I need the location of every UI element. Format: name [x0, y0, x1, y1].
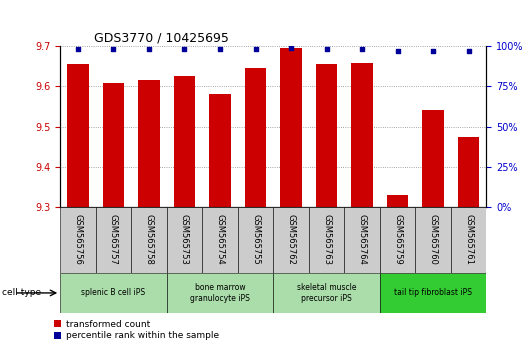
- Text: GSM565763: GSM565763: [322, 214, 331, 266]
- Bar: [67, 64, 88, 207]
- Text: GSM565755: GSM565755: [251, 215, 260, 265]
- Text: bone marrow
granulocyte iPS: bone marrow granulocyte iPS: [190, 283, 250, 303]
- Point: [464, 48, 473, 54]
- Bar: [238, 207, 273, 273]
- Text: GSM565762: GSM565762: [287, 215, 295, 265]
- Legend: transformed count, percentile rank within the sample: transformed count, percentile rank withi…: [54, 320, 219, 340]
- Bar: [103, 83, 124, 207]
- Text: GSM565753: GSM565753: [180, 215, 189, 265]
- Bar: [415, 207, 451, 273]
- Bar: [423, 110, 444, 207]
- Bar: [344, 207, 380, 273]
- Text: GSM565757: GSM565757: [109, 215, 118, 265]
- Text: splenic B cell iPS: splenic B cell iPS: [82, 289, 145, 297]
- Bar: [309, 207, 344, 273]
- Bar: [167, 273, 273, 313]
- Bar: [60, 273, 167, 313]
- Bar: [202, 207, 238, 273]
- Point: [216, 46, 224, 52]
- Point: [429, 48, 437, 54]
- Bar: [380, 207, 415, 273]
- Bar: [451, 207, 486, 273]
- Text: GSM565761: GSM565761: [464, 215, 473, 265]
- Point: [287, 45, 295, 51]
- Point: [322, 46, 331, 52]
- Bar: [209, 95, 231, 207]
- Text: GSM565764: GSM565764: [358, 215, 367, 265]
- Bar: [273, 273, 380, 313]
- Bar: [131, 207, 167, 273]
- Bar: [351, 63, 373, 207]
- Bar: [167, 207, 202, 273]
- Text: GSM565759: GSM565759: [393, 215, 402, 265]
- Bar: [387, 195, 408, 207]
- Bar: [280, 48, 302, 207]
- Bar: [458, 137, 479, 207]
- Text: skeletal muscle
precursor iPS: skeletal muscle precursor iPS: [297, 283, 356, 303]
- Point: [74, 46, 82, 52]
- Text: GSM565754: GSM565754: [215, 215, 224, 265]
- Text: GSM565756: GSM565756: [73, 215, 83, 265]
- Bar: [316, 64, 337, 207]
- Bar: [96, 207, 131, 273]
- Text: tail tip fibroblast iPS: tail tip fibroblast iPS: [394, 289, 472, 297]
- Point: [252, 46, 260, 52]
- Bar: [380, 273, 486, 313]
- Bar: [60, 207, 96, 273]
- Point: [109, 46, 118, 52]
- Point: [145, 46, 153, 52]
- Bar: [245, 68, 266, 207]
- Point: [180, 46, 189, 52]
- Text: GSM565758: GSM565758: [144, 215, 153, 265]
- Point: [358, 46, 366, 52]
- Point: [393, 48, 402, 54]
- Bar: [174, 76, 195, 207]
- Text: GSM565760: GSM565760: [429, 215, 438, 265]
- Text: GDS3770 / 10425695: GDS3770 / 10425695: [94, 32, 229, 45]
- Bar: [273, 207, 309, 273]
- Bar: [138, 80, 160, 207]
- Text: cell type: cell type: [2, 289, 41, 297]
